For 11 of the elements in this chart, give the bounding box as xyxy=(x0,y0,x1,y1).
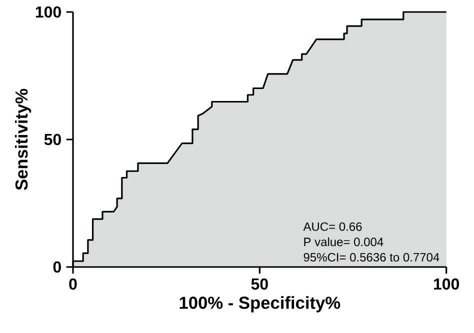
x-tick-label: 0 xyxy=(69,278,77,290)
annotation: P value= 0.004 xyxy=(304,237,384,246)
x-tick-label: 50 xyxy=(251,278,268,290)
x-tick-label: 100 xyxy=(434,278,460,290)
y-tick-label: 100 xyxy=(36,6,61,18)
y-tick-label: 50 xyxy=(44,134,61,146)
y-axis-title: Sensitivity% xyxy=(14,88,32,190)
annotation: 95%CI= 0.5636 to 0.7704 xyxy=(304,253,440,262)
annotation: AUC= 0.66 xyxy=(303,222,362,231)
y-tick-label: 0 xyxy=(53,261,61,273)
x-axis-title: 100% - Specificity% xyxy=(180,296,340,312)
